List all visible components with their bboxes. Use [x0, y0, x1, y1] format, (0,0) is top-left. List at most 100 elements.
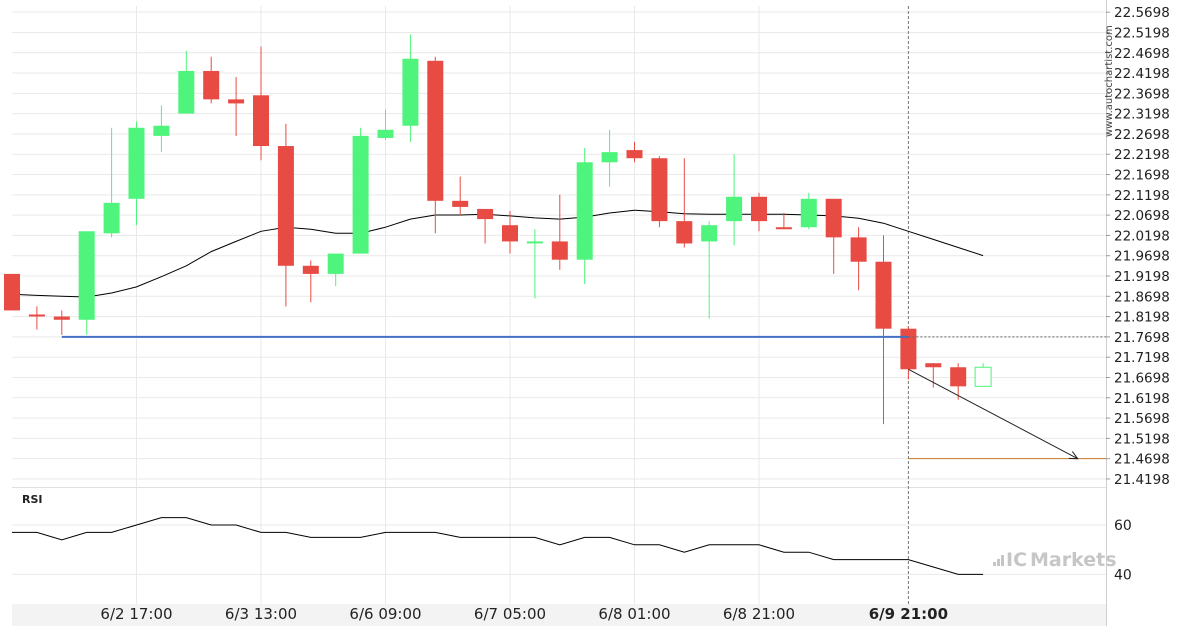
candle-body	[128, 127, 145, 199]
candle	[427, 56, 444, 234]
candle-body	[253, 95, 269, 147]
candle	[178, 50, 195, 114]
time-tick-label: 6/6 09:00	[349, 605, 421, 623]
candle-body	[502, 225, 518, 242]
candle	[452, 176, 469, 216]
price-tick-label: 21.7198	[1114, 350, 1170, 366]
candle	[228, 77, 245, 136]
candle	[925, 363, 942, 388]
candle	[751, 192, 767, 232]
candles-layer	[4, 34, 992, 425]
candle	[153, 105, 170, 153]
candle-body	[775, 227, 792, 230]
candle-body	[178, 70, 195, 114]
rsi-panel: RSI 60 40	[12, 493, 1132, 583]
price-tick-label: 22.0198	[1114, 228, 1170, 244]
candle-body	[825, 198, 842, 238]
candle-body	[377, 129, 394, 138]
candle-body	[4, 273, 20, 311]
candle-body	[950, 367, 967, 387]
candle	[28, 306, 45, 330]
candle-body	[427, 60, 444, 201]
candle-body	[452, 200, 469, 207]
price-tick-label: 21.5698	[1114, 411, 1170, 427]
candle-body	[352, 135, 369, 254]
price-tick-label: 22.4198	[1114, 66, 1170, 82]
moving-average-layer	[11, 209, 984, 298]
candle-body	[327, 253, 344, 274]
candle	[701, 221, 718, 319]
brand-suffix: Markets	[1030, 549, 1117, 571]
candle	[277, 123, 294, 307]
candle	[676, 158, 693, 248]
rsi-tick-label: 40	[1114, 567, 1132, 583]
candle	[850, 227, 867, 291]
candle	[253, 46, 269, 161]
candle	[53, 310, 70, 335]
price-axis: 22.5698 22.5198 22.4698 22.4198 22.3698 22.31…	[1106, 5, 1170, 488]
candle	[576, 148, 593, 285]
candle-body	[701, 225, 718, 242]
candle-body	[850, 237, 867, 262]
candle-body	[875, 261, 892, 329]
price-tick-label: 22.4698	[1114, 46, 1170, 62]
candle-body	[551, 241, 568, 260]
candle-body	[277, 146, 294, 266]
candle	[800, 192, 817, 230]
candle	[651, 156, 668, 228]
candle	[327, 253, 344, 287]
candle-body	[676, 221, 693, 244]
grid	[12, 6, 1106, 604]
levels-layer	[61, 335, 1106, 460]
candle-body	[78, 231, 95, 320]
price-tick-label: 22.5198	[1114, 25, 1170, 41]
time-tick-label: 6/3 13:00	[225, 605, 297, 623]
candle	[900, 326, 917, 380]
candle	[950, 363, 967, 400]
candle	[726, 154, 743, 246]
candle	[402, 34, 419, 142]
price-tick-label: 21.8198	[1114, 310, 1170, 326]
price-tick-label: 22.1198	[1114, 188, 1170, 204]
candle-body	[153, 125, 170, 136]
rsi-tick-label: 60	[1114, 518, 1132, 534]
price-tick-label: 22.3698	[1114, 86, 1170, 102]
time-tick-label: 6/8 01:00	[598, 605, 670, 623]
price-tick-label: 21.6198	[1114, 391, 1170, 407]
time-axis: 6/2 17:00 6/3 13:00 6/6 09:00 6/7 05:00 6/8 …	[100, 605, 948, 623]
candle-body	[228, 99, 245, 104]
candle	[203, 56, 220, 104]
candle	[526, 229, 543, 299]
time-tick-label: 6/2 17:00	[100, 605, 172, 623]
candle-body	[900, 328, 917, 370]
price-tick-label: 22.5698	[1114, 5, 1170, 21]
candle	[502, 210, 518, 254]
candle	[4, 273, 20, 311]
candle-body	[477, 208, 494, 220]
forecast-arrow-line	[908, 368, 1078, 460]
candle	[775, 213, 792, 230]
price-tick-label: 21.7698	[1114, 330, 1170, 346]
forecast-arrow-head	[1068, 451, 1079, 460]
candle-body	[726, 196, 743, 222]
price-tick-label: 21.4698	[1114, 452, 1170, 468]
brand-prefix: IC	[1006, 549, 1027, 571]
time-tick-label: 6/7 05:00	[474, 605, 546, 623]
watermark-text: www.autochartist.com	[1104, 25, 1115, 137]
candle	[825, 198, 842, 274]
candle-body	[751, 196, 767, 222]
price-tick-label: 21.6698	[1114, 370, 1170, 386]
candle-body	[651, 158, 668, 222]
candle	[477, 208, 494, 244]
candle-body	[203, 70, 220, 100]
price-tick-label: 22.0698	[1114, 208, 1170, 224]
price-tick-label: 21.5198	[1114, 431, 1170, 447]
brand-logo: IC Markets	[993, 549, 1117, 571]
candle-body	[402, 58, 419, 126]
candle-body	[103, 202, 120, 234]
price-tick-label: 21.8698	[1114, 289, 1170, 305]
candle-body	[601, 152, 618, 163]
candle-body	[576, 162, 593, 260]
time-axis-band	[12, 604, 1106, 626]
